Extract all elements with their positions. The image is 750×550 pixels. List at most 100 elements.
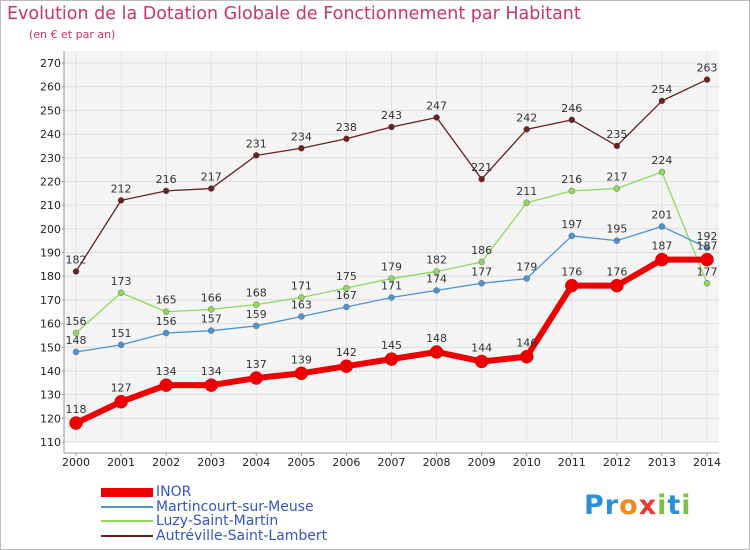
data-point bbox=[523, 275, 530, 282]
grid-layer bbox=[64, 51, 719, 443]
x-tick-label: 2007 bbox=[378, 456, 406, 469]
data-point bbox=[343, 284, 350, 292]
data-label: 212 bbox=[111, 182, 132, 195]
logo-letter: P bbox=[584, 490, 605, 521]
legend-swatch bbox=[101, 487, 153, 497]
data-label: 127 bbox=[111, 382, 132, 395]
data-point bbox=[568, 232, 575, 240]
data-point bbox=[204, 378, 218, 392]
x-tick-label: 2014 bbox=[693, 456, 721, 469]
y-tick-label: 140 bbox=[40, 365, 61, 378]
data-label-layer: 182 212 216 217 231 234 238 243 247 221 242 246 235 2… bbox=[66, 62, 718, 416]
data-label: 211 bbox=[516, 185, 537, 198]
data-point bbox=[523, 126, 530, 133]
data-label: 166 bbox=[201, 291, 222, 304]
data-point bbox=[72, 348, 80, 356]
logo-letter: r bbox=[604, 490, 620, 521]
data-label: 224 bbox=[651, 154, 672, 167]
data-point bbox=[433, 114, 440, 121]
data-label: 254 bbox=[651, 83, 672, 96]
data-label: 243 bbox=[381, 109, 402, 122]
y-tick-label: 170 bbox=[40, 294, 61, 307]
data-point bbox=[339, 359, 354, 373]
x-tick-label: 2006 bbox=[332, 456, 360, 469]
data-label: 171 bbox=[291, 280, 312, 293]
data-label: 173 bbox=[111, 275, 132, 288]
data-point bbox=[388, 275, 395, 282]
data-label: 134 bbox=[201, 365, 222, 378]
data-point bbox=[568, 116, 575, 124]
data-point bbox=[568, 187, 575, 195]
logo-letter: x bbox=[638, 490, 658, 521]
y-tick-label: 190 bbox=[40, 247, 61, 260]
data-label: 142 bbox=[336, 346, 357, 359]
y-tick-label: 130 bbox=[40, 389, 61, 402]
data-point bbox=[249, 371, 264, 385]
data-label: 118 bbox=[66, 403, 87, 416]
data-point bbox=[253, 301, 260, 308]
y-tick-label: 260 bbox=[40, 81, 61, 94]
legend-label: Martincourt-sur-Meuse bbox=[156, 498, 314, 515]
data-point bbox=[117, 341, 125, 349]
data-point bbox=[208, 327, 215, 334]
data-label: 151 bbox=[111, 327, 132, 340]
data-point bbox=[429, 345, 444, 359]
data-point bbox=[294, 366, 309, 381]
logo-letter: i bbox=[681, 490, 692, 521]
data-label: 195 bbox=[606, 223, 627, 236]
y-tick-label: 110 bbox=[40, 436, 61, 449]
data-point bbox=[700, 252, 714, 267]
data-point bbox=[388, 294, 395, 301]
data-point bbox=[519, 349, 534, 364]
y-tick-label: 200 bbox=[40, 223, 61, 236]
legend-label: Autréville-Saint-Lambert bbox=[156, 527, 328, 544]
data-label: 148 bbox=[426, 332, 447, 345]
x-tick-label: 2013 bbox=[648, 456, 676, 469]
data-label: 234 bbox=[291, 130, 312, 143]
y-tick-label: 150 bbox=[40, 341, 61, 354]
data-point bbox=[388, 123, 395, 131]
data-label: 167 bbox=[336, 289, 357, 302]
data-label: 217 bbox=[201, 171, 222, 184]
legend-swatch bbox=[101, 505, 153, 508]
data-label: 156 bbox=[66, 315, 87, 328]
data-point bbox=[703, 76, 711, 83]
data-point bbox=[298, 145, 305, 152]
data-label: 235 bbox=[606, 128, 627, 141]
data-label: 231 bbox=[246, 137, 267, 150]
data-point bbox=[162, 329, 170, 337]
data-label: 221 bbox=[471, 161, 492, 174]
data-label: 187 bbox=[651, 240, 672, 253]
data-label: 216 bbox=[561, 173, 582, 186]
data-point bbox=[72, 268, 80, 275]
x-tick-label: 2005 bbox=[287, 456, 315, 469]
data-point bbox=[658, 168, 666, 176]
y-tick-label: 180 bbox=[40, 270, 61, 283]
data-point bbox=[433, 287, 440, 294]
data-label: 182 bbox=[66, 253, 87, 266]
x-tick-label: 2004 bbox=[242, 456, 270, 469]
data-point bbox=[658, 223, 666, 230]
data-point bbox=[613, 185, 621, 192]
data-label: 156 bbox=[156, 315, 177, 328]
data-point bbox=[523, 199, 530, 206]
data-label: 201 bbox=[651, 208, 672, 221]
data-label: 187 bbox=[697, 240, 718, 253]
axis-layer: 110 120 130 140 150 160 170 180 190 200 210 220 230 2… bbox=[40, 51, 721, 469]
data-label: 176 bbox=[606, 266, 627, 279]
data-label: 163 bbox=[291, 298, 312, 311]
legend-label: INOR bbox=[156, 484, 192, 500]
data-point bbox=[703, 244, 711, 251]
data-point bbox=[474, 354, 489, 369]
data-point bbox=[613, 237, 621, 244]
y-tick-label: 120 bbox=[40, 412, 61, 425]
data-label: 192 bbox=[697, 230, 718, 243]
y-tick-label: 270 bbox=[40, 57, 61, 70]
data-label: 238 bbox=[336, 121, 357, 134]
data-label: 165 bbox=[156, 294, 177, 307]
data-point bbox=[72, 329, 80, 337]
data-label: 247 bbox=[426, 99, 447, 112]
data-label: 171 bbox=[381, 280, 402, 293]
